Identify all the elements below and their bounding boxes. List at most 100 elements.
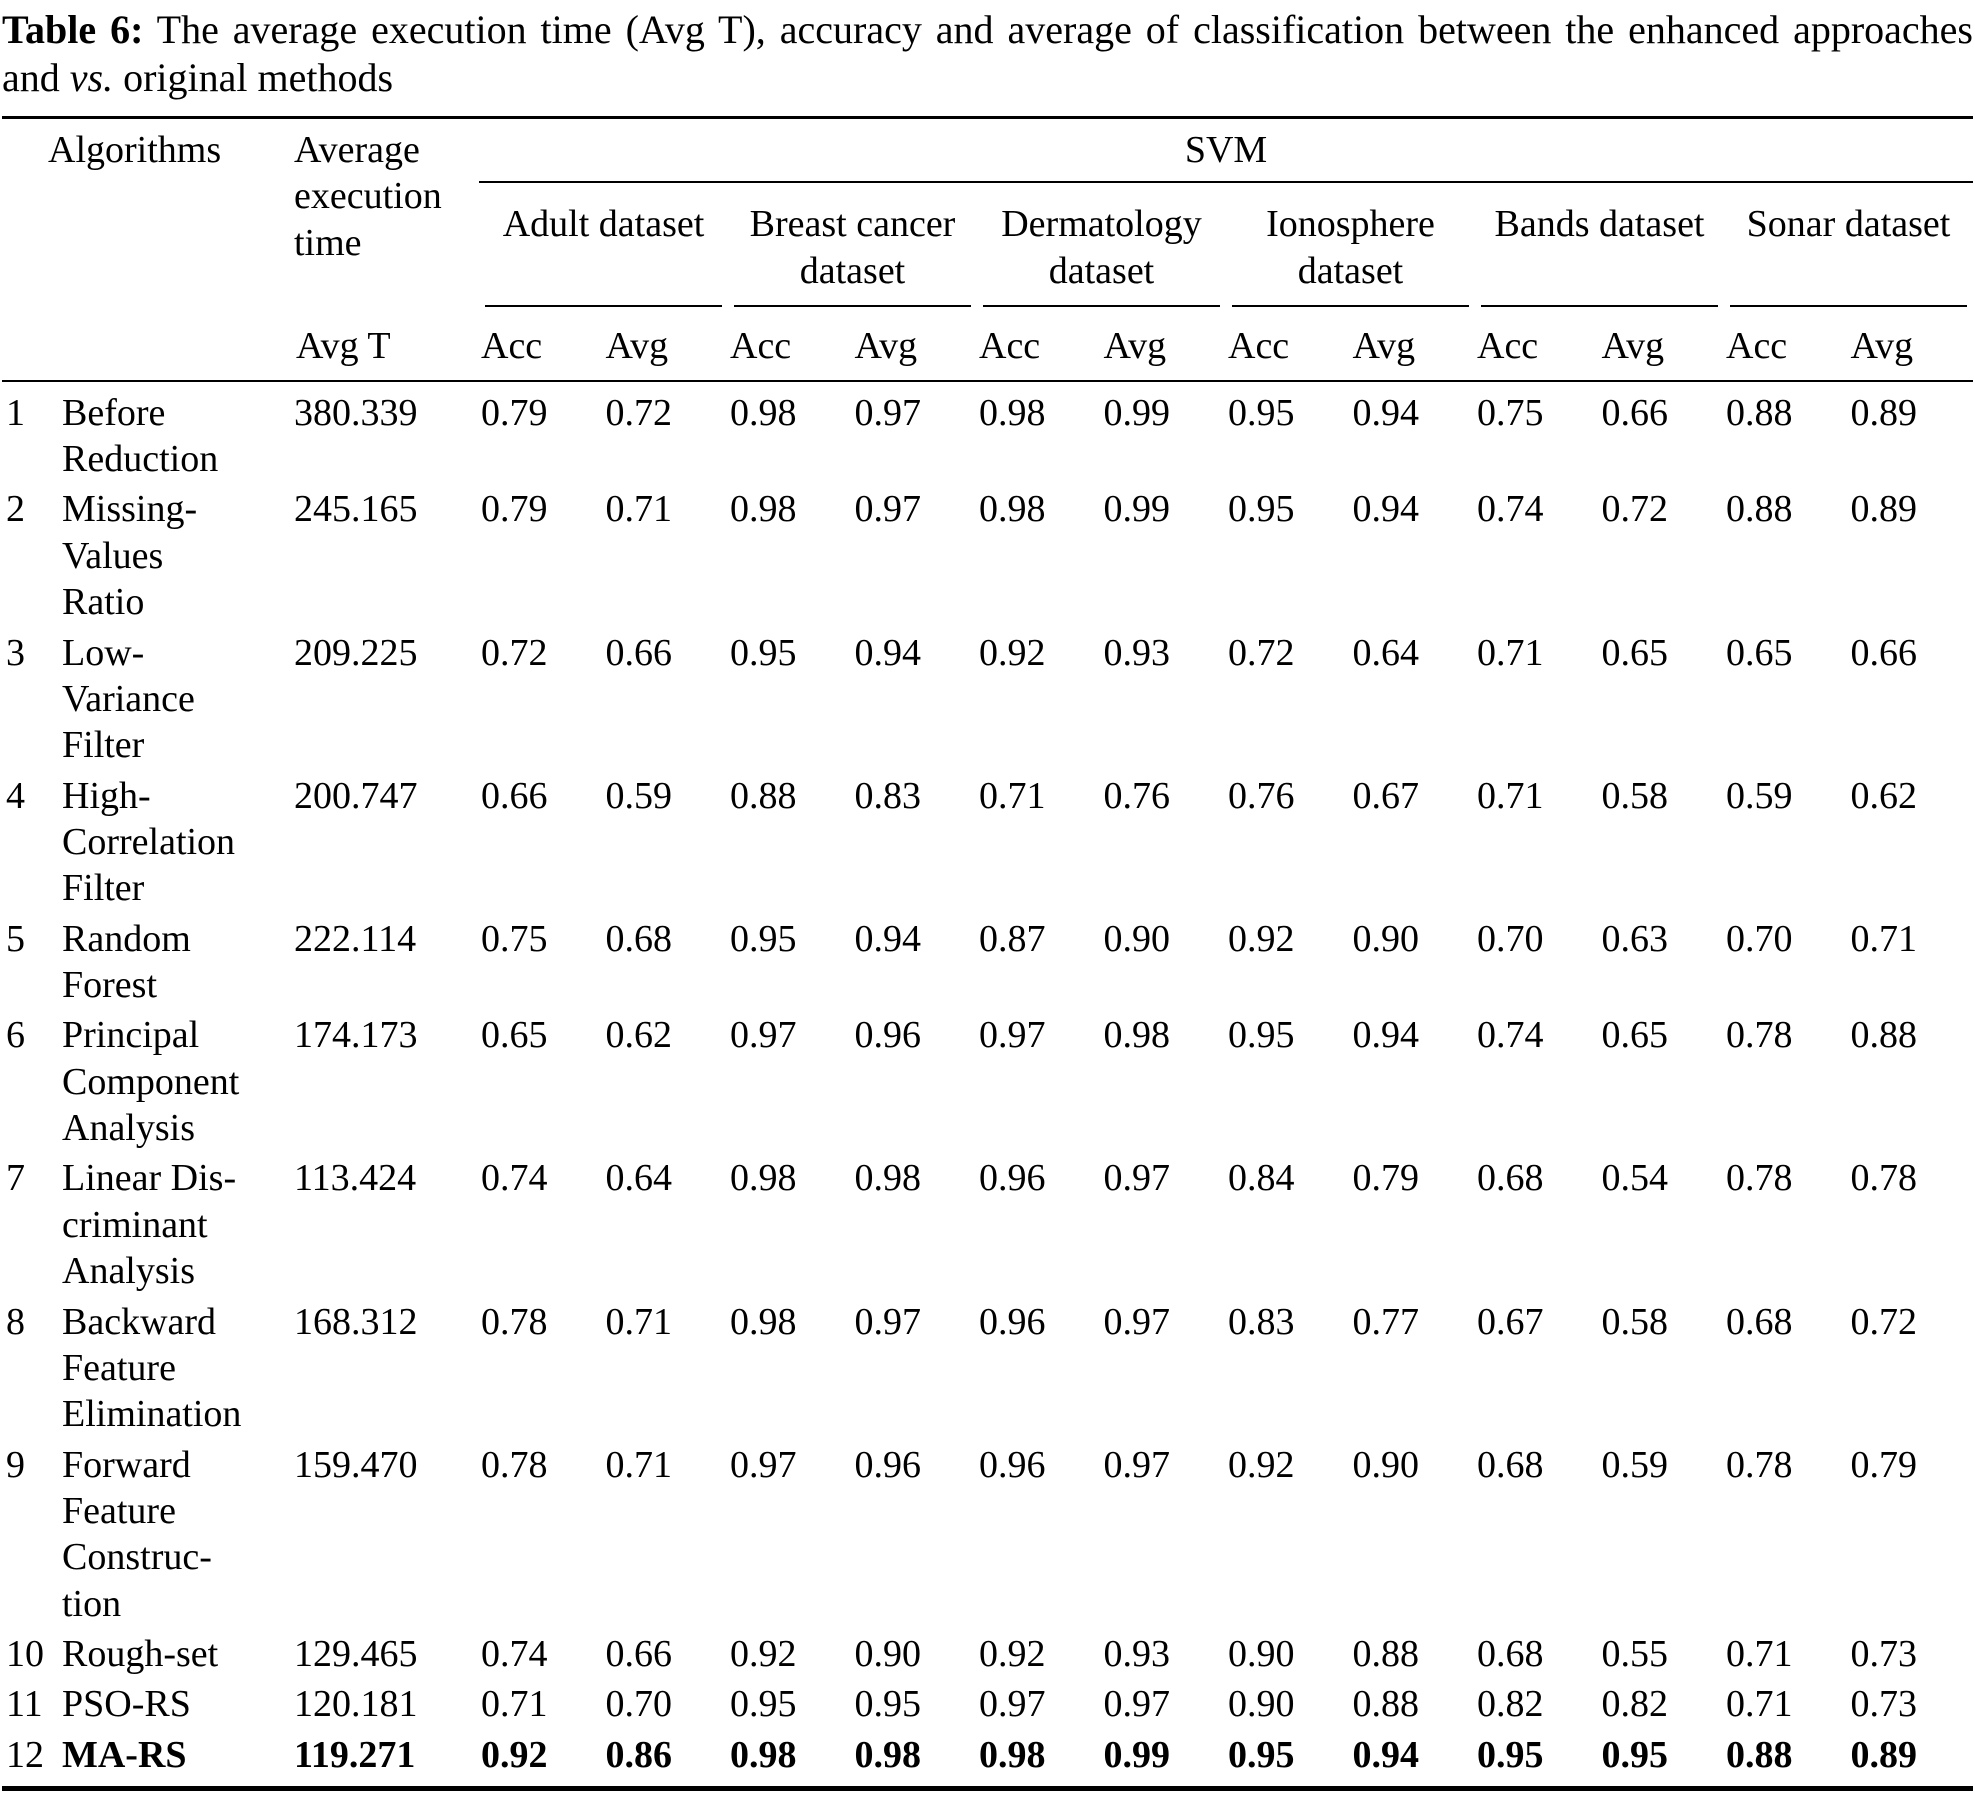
acc-value: 0.75	[481, 917, 548, 960]
table-row: 11 PSO-RS 120.181 0.71 0.70 0.95 0.95 0.97 0.97 0…	[2, 1679, 1973, 1729]
acc-value: 0.72	[481, 631, 548, 674]
avg-value: 0.64	[1352, 631, 1420, 674]
acc-value: 0.70	[1726, 917, 1793, 960]
acc-value: 0.95	[1228, 1014, 1295, 1057]
avg-execution-time-value: 174.173	[294, 1014, 418, 1057]
acc-value: 0.71	[979, 774, 1046, 817]
avg-value: 0.68	[605, 917, 673, 960]
table-row: 3 Low- Variance Filter 209.225 0.72 0.66 0.95…	[2, 628, 1973, 771]
dataset-header-label: Sonar dataset	[1730, 201, 1967, 308]
acc-value: 0.98	[730, 391, 797, 434]
algorithm-name: Missing- Values Ratio	[62, 488, 198, 624]
avg-value: 0.97	[1103, 1157, 1171, 1200]
row-number: 7	[6, 1157, 25, 1200]
avg-value: 0.62	[1850, 774, 1918, 817]
avg-value: 0.94	[854, 631, 922, 674]
acc-column-header: Acc	[1226, 307, 1351, 382]
dataset-header: Ionosphere dataset	[1226, 182, 1475, 308]
row-number: 9	[6, 1443, 25, 1486]
avg-value: 0.67	[1352, 774, 1420, 817]
acc-value: 0.65	[1726, 631, 1793, 674]
avg-value: 0.59	[1601, 1443, 1669, 1486]
avg-value: 0.71	[605, 1300, 673, 1343]
acc-value: 0.71	[481, 1683, 548, 1726]
algorithm-name: Principal Component Analysis	[62, 1014, 240, 1150]
algorithm-name: Random Forest	[62, 917, 191, 1007]
acc-value: 0.71	[1726, 1633, 1793, 1676]
acc-value: 0.83	[1228, 1300, 1295, 1343]
acc-value: 0.95	[1228, 488, 1295, 531]
avg-value: 0.76	[1103, 774, 1171, 817]
acc-value: 0.95	[1228, 391, 1295, 434]
algorithm-name: MA-RS	[62, 1733, 187, 1776]
avg-value: 0.99	[1103, 1733, 1171, 1776]
acc-value: 0.98	[730, 488, 797, 531]
table-row: 12 MA-RS 119.271 0.92 0.86 0.98 0.98 0.98 0.99 0.…	[2, 1730, 1973, 1789]
avg-value: 0.95	[1601, 1733, 1669, 1776]
algorithm-name: Backward Feature Elimination	[62, 1300, 242, 1436]
acc-value: 0.92	[979, 631, 1046, 674]
avg-value: 0.93	[1103, 631, 1171, 674]
avg-value: 0.89	[1850, 391, 1918, 434]
table-caption: Table 6: The average execution time (Avg…	[2, 6, 1973, 102]
avg-value: 0.96	[854, 1014, 922, 1057]
avg-execution-time-value: 209.225	[294, 631, 418, 674]
avg-value: 0.94	[1352, 488, 1420, 531]
avg-execution-time-value: 380.339	[294, 391, 418, 434]
algorithm-name: High- Correlation Filter	[62, 774, 236, 910]
avg-execution-time-value: 129.465	[294, 1633, 418, 1676]
column-header-algorithms: Algorithms	[48, 129, 222, 171]
acc-value: 0.97	[730, 1014, 797, 1057]
acc-value: 0.79	[481, 391, 548, 434]
acc-value: 0.87	[979, 917, 1046, 960]
avg-value: 0.66	[1601, 391, 1669, 434]
avg-value: 0.58	[1601, 1300, 1669, 1343]
acc-value: 0.74	[481, 1633, 548, 1676]
dataset-header-label: Bands dataset	[1481, 201, 1718, 308]
acc-value: 0.96	[979, 1443, 1046, 1486]
row-number: 4	[6, 774, 25, 817]
avg-value: 0.83	[854, 774, 922, 817]
algorithm-name: Rough-set	[62, 1633, 219, 1676]
algorithm-name: Linear Dis- criminant Analysis	[62, 1157, 237, 1293]
column-header-avg-t: Avg T	[294, 307, 479, 382]
dataset-header-label: Adult dataset	[485, 201, 722, 308]
row-number: 8	[6, 1300, 25, 1343]
acc-column-header: Acc	[728, 307, 853, 382]
avg-value: 0.93	[1103, 1633, 1171, 1676]
avg-value: 0.88	[1352, 1683, 1420, 1726]
avg-value: 0.97	[1103, 1443, 1171, 1486]
acc-value: 0.82	[1477, 1683, 1544, 1726]
acc-value: 0.95	[730, 1683, 797, 1726]
dataset-header: Dermatology dataset	[977, 182, 1226, 308]
algorithm-name: Low- Variance Filter	[62, 631, 195, 767]
algorithm-name: Before Reduction	[62, 391, 219, 481]
acc-value: 0.92	[1228, 1443, 1295, 1486]
dataset-header: Bands dataset	[1475, 182, 1724, 308]
avg-value: 0.79	[1850, 1443, 1918, 1486]
acc-value: 0.78	[1726, 1014, 1793, 1057]
acc-value: 0.79	[481, 488, 548, 531]
avg-value: 0.79	[1352, 1157, 1420, 1200]
acc-value: 0.88	[1726, 391, 1793, 434]
avg-value: 0.98	[1103, 1014, 1171, 1057]
avg-value: 0.97	[1103, 1300, 1171, 1343]
acc-value: 0.95	[730, 631, 797, 674]
avg-value: 0.99	[1103, 391, 1171, 434]
acc-column-header: Acc	[1724, 307, 1849, 382]
table-body: 1 Before Reduction 380.339 0.79 0.72 0.98 0.97…	[2, 381, 1973, 1789]
row-number: 12	[6, 1733, 44, 1776]
avg-value: 0.72	[1601, 488, 1669, 531]
avg-value: 0.54	[1601, 1157, 1669, 1200]
avg-value: 0.89	[1850, 488, 1918, 531]
acc-value: 0.78	[1726, 1157, 1793, 1200]
table-row: 2 Missing- Values Ratio 245.165 0.79 0.71 0.9…	[2, 484, 1973, 627]
avg-value: 0.86	[605, 1733, 673, 1776]
avg-column-header: Avg	[1848, 307, 1973, 382]
avg-value: 0.90	[854, 1633, 922, 1676]
acc-value: 0.70	[1477, 917, 1544, 960]
acc-value: 0.95	[730, 917, 797, 960]
table-caption-tail: original methods	[113, 55, 394, 100]
acc-value: 0.98	[730, 1733, 797, 1776]
column-group-svm: SVM	[479, 117, 1973, 184]
